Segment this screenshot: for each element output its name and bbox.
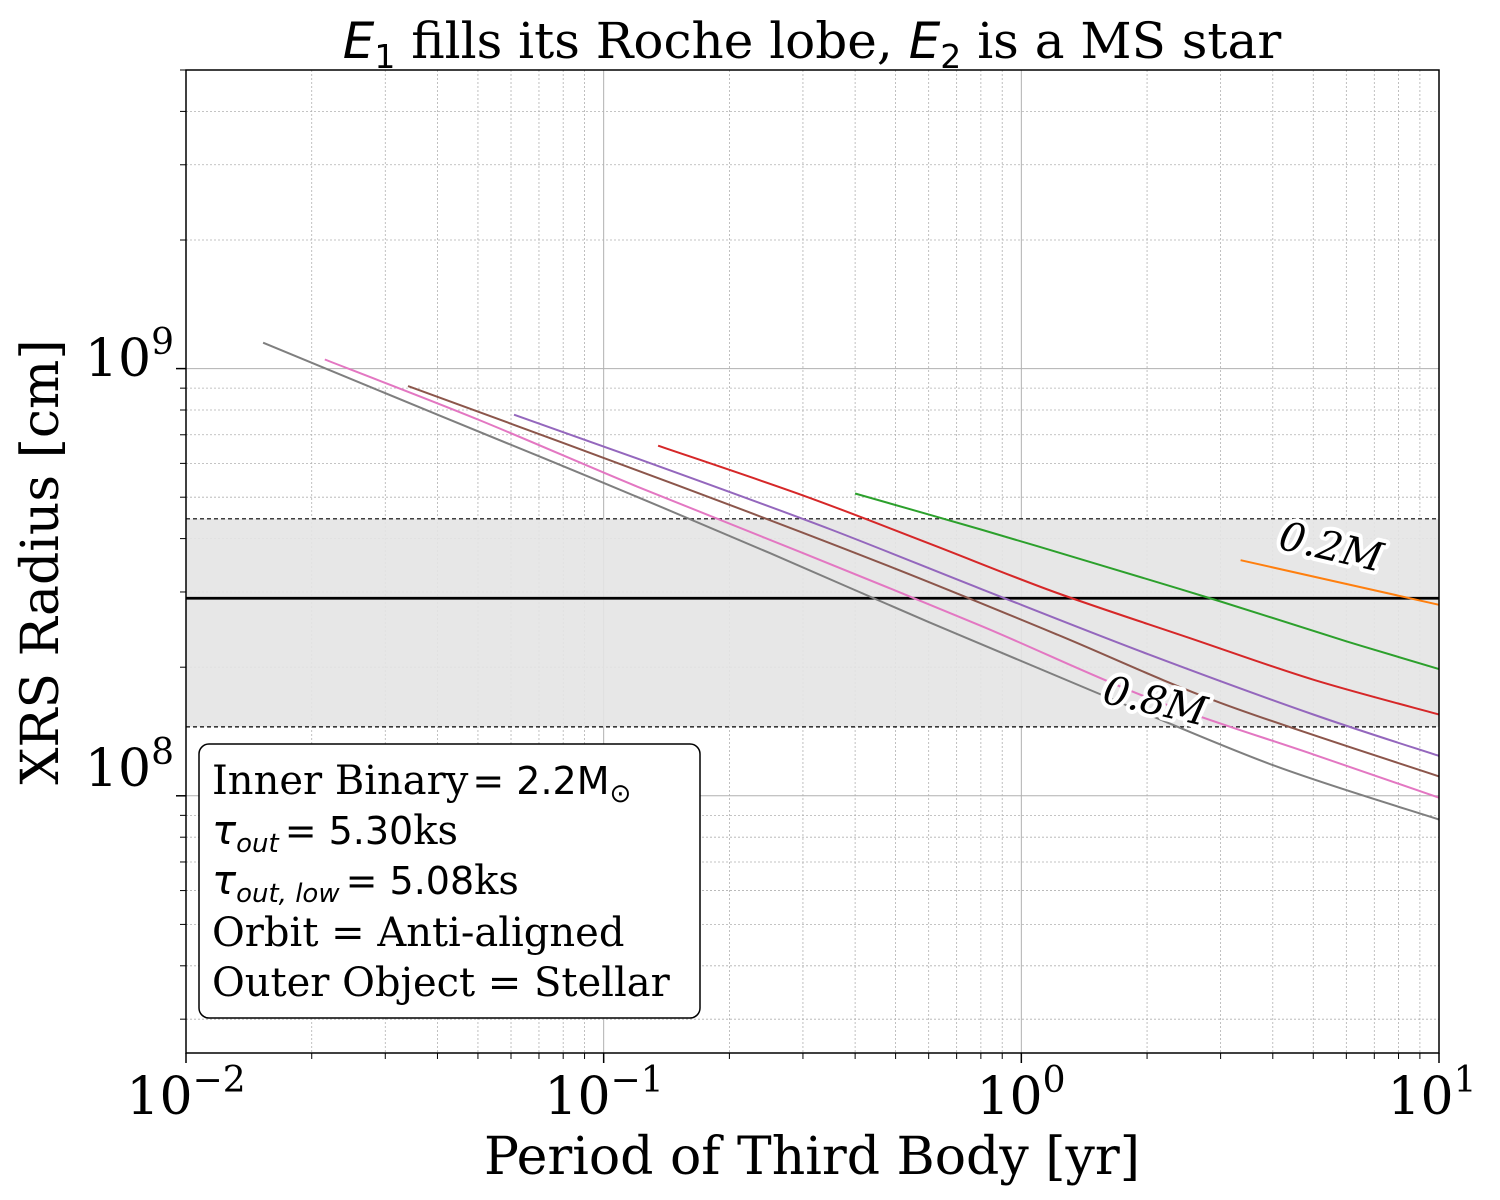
- series-line-0.4M: [657, 444, 1440, 716]
- plot-frame: [185, 69, 1440, 1054]
- legend-box: Inner Binary = 2.2M⊙ τout = 5.30ks τout, l…: [198, 743, 701, 1019]
- axis-ticks: [176, 69, 1440, 1063]
- series-lines: [262, 341, 1440, 821]
- y-axis-label: XRS Radius [cm]: [11, 339, 71, 784]
- series-line-0.6M: [407, 385, 1440, 778]
- legend-line-tau-out-low: τout, low = 5.08ks: [212, 858, 519, 909]
- series-line-0.8M: [262, 341, 1440, 821]
- x-tick-label: 100: [976, 1060, 1065, 1127]
- series-line-0.2M: [1240, 559, 1440, 606]
- series-line-0.3M: [854, 492, 1440, 671]
- x-axis-label: Period of Third Body [yr]: [484, 1127, 1140, 1187]
- legend-line-inner-binary: Inner Binary = 2.2M⊙: [212, 758, 631, 809]
- x-tick-label: 10−2: [126, 1060, 245, 1127]
- uncertainty-band: [186, 518, 1439, 728]
- series-line-0.5M: [513, 413, 1440, 757]
- band-fill: [186, 518, 1439, 727]
- x-tick-label: 10−1: [544, 1060, 663, 1127]
- legend-line-tau-out: τout = 5.30ks: [212, 808, 458, 859]
- series-line-0.7M: [324, 358, 1440, 799]
- x-tick-label: 101: [1387, 1060, 1476, 1127]
- chart-title: E1 fills its Roche lobe, E2 is a MS star: [343, 12, 1282, 76]
- y-tick-label: 108: [85, 732, 174, 799]
- legend-line-orbit: Orbit = Anti-aligned: [212, 910, 624, 956]
- y-tick-label: 109: [85, 322, 174, 389]
- legend-line-outer-object: Outer Object = Stellar: [212, 960, 671, 1006]
